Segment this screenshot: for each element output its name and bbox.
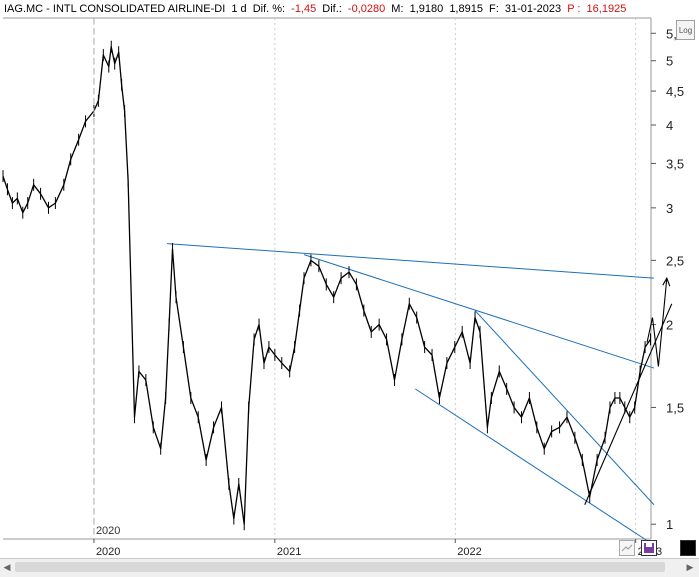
- y-tick-label: 4: [666, 118, 673, 133]
- p-label: P :: [567, 3, 581, 15]
- trendline: [474, 310, 655, 506]
- save-icon[interactable]: [641, 540, 657, 556]
- x-tick-label: 2020: [96, 546, 120, 558]
- projection-line: [657, 278, 668, 367]
- trend-icon[interactable]: [619, 540, 635, 556]
- x-axis: 2020202120222023: [93, 539, 662, 558]
- trendline: [414, 388, 655, 546]
- projection-lines: [584, 276, 673, 505]
- symbol-name: IAG.MC - INTL CONSOLIDATED AIRLINE-DI: [4, 3, 226, 15]
- trendline: [167, 243, 655, 279]
- dif-pct-label: Dif. %:: [252, 3, 286, 15]
- f-value: 31-01-2023: [504, 3, 562, 15]
- log-scale-toggle[interactable]: Log: [676, 20, 695, 40]
- dif-pct-value: -1,45: [291, 3, 317, 15]
- projection-line: [646, 317, 654, 343]
- projection-arrowhead: [662, 276, 671, 287]
- y-tick-label: 2,5: [666, 253, 684, 268]
- y-axis: 5,554,543,532,521,51: [651, 26, 684, 532]
- trendlines: [167, 243, 655, 546]
- y-tick-label: 3,5: [666, 156, 684, 171]
- projection-line: [651, 317, 659, 367]
- m-label: M:: [391, 3, 404, 15]
- min-value: 1,8915: [449, 3, 483, 15]
- projection-line: [584, 303, 673, 505]
- cursor-marker: 2020: [93, 18, 120, 539]
- m-value: 1,9180: [409, 3, 444, 15]
- y-tick-label: 4,5: [666, 84, 684, 99]
- cursor-date-label: 2020: [96, 525, 120, 537]
- trend-icon-glyph: [621, 544, 633, 552]
- p-value: 16,1925: [586, 3, 627, 15]
- dif-value: -0,0280: [347, 3, 386, 15]
- trendline: [303, 254, 655, 369]
- x-tick-label: 2021: [277, 546, 301, 558]
- plot-area: [3, 18, 651, 539]
- dif-label: Dif.:: [322, 3, 342, 15]
- y-tick-label: 2: [666, 318, 673, 333]
- chart-header: IAG.MC - INTL CONSOLIDATED AIRLINE-DI 1 …: [0, 0, 659, 18]
- scroll-thumb[interactable]: [15, 562, 665, 572]
- period-label: 1 d: [231, 3, 247, 15]
- y-tick-label: 1,5: [666, 400, 684, 415]
- y-tick-label: 1: [666, 517, 673, 532]
- black-square-icon[interactable]: [680, 540, 696, 556]
- y-tick-label: 3: [666, 201, 673, 216]
- f-label: F:: [489, 3, 499, 15]
- scroll-right-icon[interactable]: ▶: [686, 562, 694, 572]
- save-icon-glyph: [644, 543, 654, 553]
- scroll-left-icon[interactable]: ◀: [3, 562, 11, 572]
- x-tick-label: 2022: [457, 546, 481, 558]
- price-series: [2, 40, 652, 531]
- y-tick-label: 5: [666, 54, 673, 69]
